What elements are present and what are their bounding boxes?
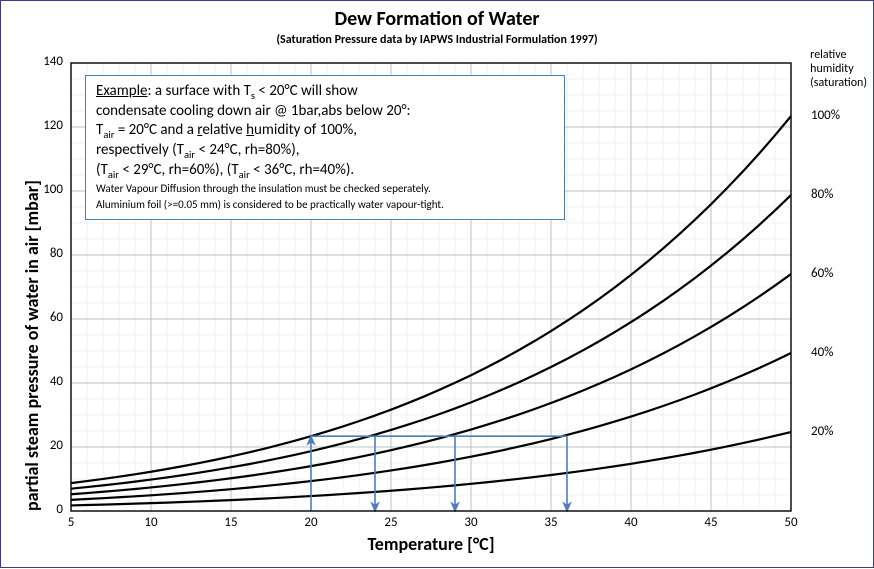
example-line: Example: a surface with Ts < 20°C will s… <box>96 82 554 102</box>
x-tick-label: 10 <box>139 515 163 530</box>
y-tick-label: 60 <box>50 310 63 325</box>
x-tick-label: 25 <box>379 515 403 530</box>
x-tick-label: 20 <box>299 515 323 530</box>
x-tick-label: 35 <box>539 515 563 530</box>
x-tick-label: 40 <box>619 515 643 530</box>
y-tick-label: 20 <box>50 438 63 453</box>
x-tick-label: 30 <box>459 515 483 530</box>
x-tick-label: 45 <box>699 515 723 530</box>
example-line: Tair = 20°C and a relative humidity of 1… <box>96 121 554 141</box>
example-box: Example: a surface with Ts < 20°C will s… <box>85 75 565 220</box>
rh-label-40: 40% <box>811 345 833 360</box>
x-tick-label: 15 <box>219 515 243 530</box>
rh-label-20: 20% <box>811 424 833 439</box>
example-note: Aluminium foil (>=0.05 mm) is considered… <box>96 197 554 213</box>
chart-container: Dew Formation of Water (Saturation Press… <box>0 0 874 568</box>
example-line: respectively (Tair < 24°C, rh=80%), <box>96 141 554 161</box>
y-tick-label: 120 <box>43 118 63 133</box>
rh-label-80: 80% <box>811 187 833 202</box>
y-tick-label: 80 <box>50 246 63 261</box>
rh-label-60: 60% <box>811 266 833 281</box>
series-rh-40 <box>71 353 791 500</box>
series-rh-60 <box>71 274 791 494</box>
example-line: (Tair < 29°C, rh=60%), (Tair < 36°C, rh=… <box>96 161 554 181</box>
x-tick-label: 5 <box>59 515 83 530</box>
y-tick-label: 0 <box>56 502 63 517</box>
example-line: condensate cooling down air @ 1bar,abs b… <box>96 102 554 121</box>
y-tick-label: 40 <box>50 374 63 389</box>
rh-label-100: 100% <box>811 108 840 123</box>
y-tick-label: 100 <box>43 182 63 197</box>
y-tick-label: 140 <box>43 54 63 69</box>
x-tick-label: 50 <box>779 515 803 530</box>
example-note: Water Vapour Diffusion through the insul… <box>96 181 554 197</box>
